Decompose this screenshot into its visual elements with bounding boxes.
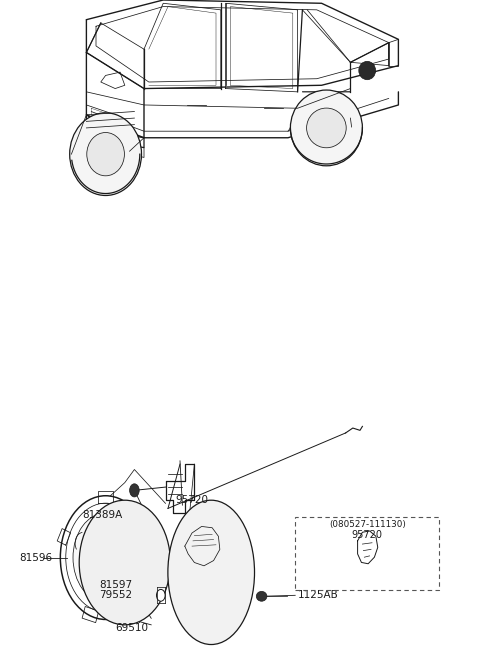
Text: 79552: 79552 bbox=[99, 590, 132, 600]
Text: 95720: 95720 bbox=[352, 530, 383, 540]
Circle shape bbox=[79, 500, 170, 625]
Circle shape bbox=[130, 484, 139, 497]
Ellipse shape bbox=[307, 108, 346, 148]
Text: (080527-111130): (080527-111130) bbox=[329, 520, 406, 529]
Ellipse shape bbox=[168, 500, 254, 644]
Ellipse shape bbox=[73, 513, 138, 602]
Text: 69510: 69510 bbox=[116, 623, 148, 633]
Bar bbox=[295, 517, 439, 590]
Circle shape bbox=[156, 589, 165, 601]
Text: 1125AB: 1125AB bbox=[298, 590, 338, 600]
Text: 81596: 81596 bbox=[19, 552, 52, 563]
Ellipse shape bbox=[70, 113, 142, 195]
Ellipse shape bbox=[359, 62, 375, 79]
Text: 95720: 95720 bbox=[176, 495, 208, 505]
Text: 81597: 81597 bbox=[99, 581, 132, 590]
Ellipse shape bbox=[290, 90, 362, 166]
Text: 81389A: 81389A bbox=[82, 510, 122, 520]
Ellipse shape bbox=[87, 133, 124, 176]
Ellipse shape bbox=[256, 592, 267, 601]
